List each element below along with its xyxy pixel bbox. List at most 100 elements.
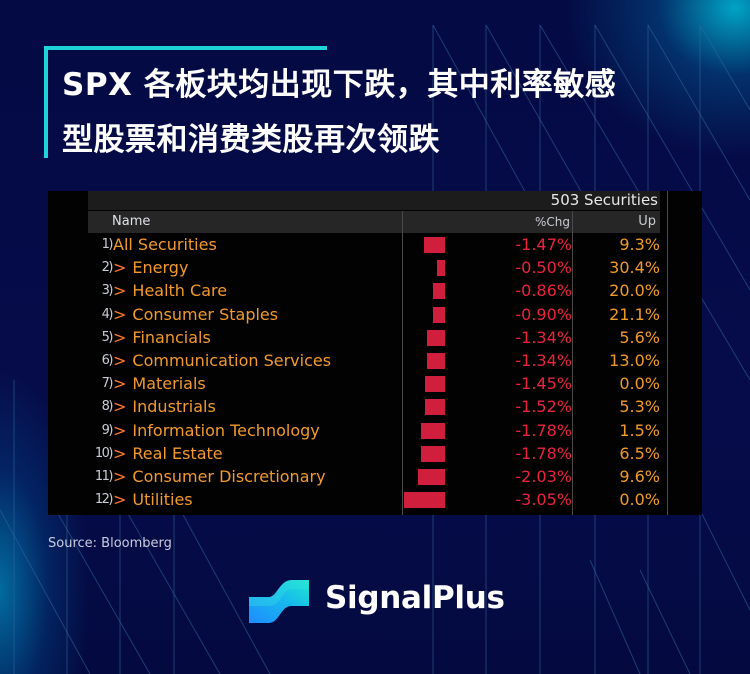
source-caption: Source: Bloomberg [48,536,172,551]
column-header-chg[interactable]: %Chg [534,215,570,229]
row-name[interactable]: > Energy [113,256,188,279]
pct-change-value: -1.45% [515,374,572,394]
row-name[interactable]: > Materials [113,372,206,395]
row-name[interactable]: > Information Technology [113,419,320,442]
pct-change-value: -1.78% [515,443,572,463]
pct-up-value: 21.1% [609,304,660,324]
table-row[interactable]: 9) > Information Technology -1.78% 1.5% [48,419,702,442]
expand-chevron-icon[interactable]: > [113,351,127,370]
row-number: 6) [101,353,114,368]
expand-chevron-icon[interactable]: > [113,490,127,510]
table-row[interactable]: 3) > Health Care -0.86% 20.0% [48,279,702,302]
row-number: 7) [101,376,114,392]
pct-change-value: -1.34% [515,351,572,370]
pct-up-value: 9.3% [619,235,660,254]
pct-up-value: 1.5% [619,420,660,440]
brand-name: SignalPlus [325,580,505,616]
expand-chevron-icon[interactable]: > [113,258,127,278]
sector-label: Utilities [132,490,193,510]
pct-change-value: -0.90% [515,304,572,324]
table-row[interactable]: 10) > Real Estate -1.78% 6.5% [48,442,702,465]
expand-chevron-icon[interactable]: > [113,420,127,440]
row-name[interactable]: All Securities [113,233,217,256]
row-name[interactable]: > Utilities [113,488,193,511]
pct-change-value: -0.86% [515,281,572,301]
title-accent-bar [44,46,48,158]
change-bar [404,492,445,509]
pct-up-value: 5.6% [619,327,660,347]
table-row[interactable]: 6) > Communication Services -1.34% 13.0% [48,349,702,372]
expand-chevron-icon[interactable]: > [113,281,127,301]
change-bar [433,306,445,323]
row-number: 12) [94,492,114,508]
sector-label: Health Care [132,281,228,301]
expand-chevron-icon[interactable]: > [113,443,127,463]
row-name[interactable]: > Financials [113,326,211,349]
table-row[interactable]: 4) > Consumer Staples -0.90% 21.1% [48,303,702,326]
table-header-summary: 503 Securities [88,191,660,210]
pct-change-value: -1.52% [515,397,572,417]
pct-up-value: 5.3% [619,397,660,417]
change-bar [424,237,445,253]
change-bar [418,469,445,485]
row-number: 11) [94,469,114,484]
title-line-2: 型股票和消费类股再次领跌 [62,122,440,158]
expand-chevron-icon[interactable]: > [113,397,127,417]
expand-chevron-icon[interactable]: > [113,327,127,347]
pct-change-value: -1.78% [515,420,572,440]
pct-up-value: 13.0% [609,351,660,370]
pct-up-value: 20.0% [609,281,660,301]
sector-performance-table: 503 Securities Name %Chg Up 1) All Securi… [48,191,702,515]
sector-label: All Securities [113,235,217,254]
expand-chevron-icon[interactable]: > [113,467,127,486]
pct-up-value: 0.0% [619,490,660,510]
securities-count: 503 Securities [550,191,658,209]
column-divider-name [402,211,403,515]
column-header-up[interactable]: Up [638,214,656,229]
title-line-1: SPX 各板块均出现下跌，其中利率敏感 [62,67,617,103]
title-accent-line [44,46,327,50]
table-row[interactable]: 12) > Utilities -3.05% 0.0% [48,488,702,511]
row-name[interactable]: > Communication Services [113,349,331,372]
table-row[interactable]: 2) > Energy -0.50% 30.4% [48,256,702,279]
pct-up-value: 30.4% [609,258,660,278]
row-name[interactable]: > Consumer Discretionary [113,465,326,488]
pct-up-value: 0.0% [619,374,660,394]
pct-up-value: 6.5% [619,443,660,463]
sector-label: Consumer Staples [132,304,279,324]
pct-change-value: -0.50% [515,258,572,278]
table-row[interactable]: 7) > Materials -1.45% 0.0% [48,372,702,395]
change-bar [427,353,445,369]
row-number: 9) [101,422,114,438]
row-name[interactable]: > Industrials [113,395,216,418]
sector-label: Information Technology [132,420,320,440]
row-name[interactable]: > Health Care [113,279,227,302]
pct-change-value: -2.03% [515,467,572,486]
pct-up-value: 9.6% [619,467,660,486]
column-divider-chg [572,211,573,515]
column-header-name[interactable]: Name [112,214,151,229]
signalplus-logo-icon [249,580,309,623]
expand-chevron-icon[interactable]: > [113,304,127,324]
table-row[interactable]: 5) > Financials -1.34% 5.6% [48,326,702,349]
row-number: 8) [101,399,114,415]
table-row[interactable]: 11) > Consumer Discretionary -2.03% 9.6% [48,465,702,488]
row-name[interactable]: > Consumer Staples [113,303,278,326]
sector-label: Financials [132,327,211,347]
table-row[interactable]: 8) > Industrials -1.52% 5.3% [48,395,702,418]
expand-chevron-icon[interactable]: > [113,374,127,394]
page-title: SPX 各板块均出现下跌，其中利率敏感 型股票和消费类股再次领跌 [62,58,722,168]
change-bar [421,445,445,462]
row-number: 3) [101,283,114,299]
sector-label: Energy [132,258,189,278]
column-divider-right [667,191,668,515]
change-bar [427,329,445,346]
row-number: 1) [101,237,114,252]
sector-label: Industrials [132,397,216,417]
table-row[interactable]: 1) All Securities -1.47% 9.3% [48,233,702,256]
change-bar [425,376,445,393]
sector-label: Materials [132,374,206,394]
change-bar [421,422,445,439]
row-name[interactable]: > Real Estate [113,442,223,465]
